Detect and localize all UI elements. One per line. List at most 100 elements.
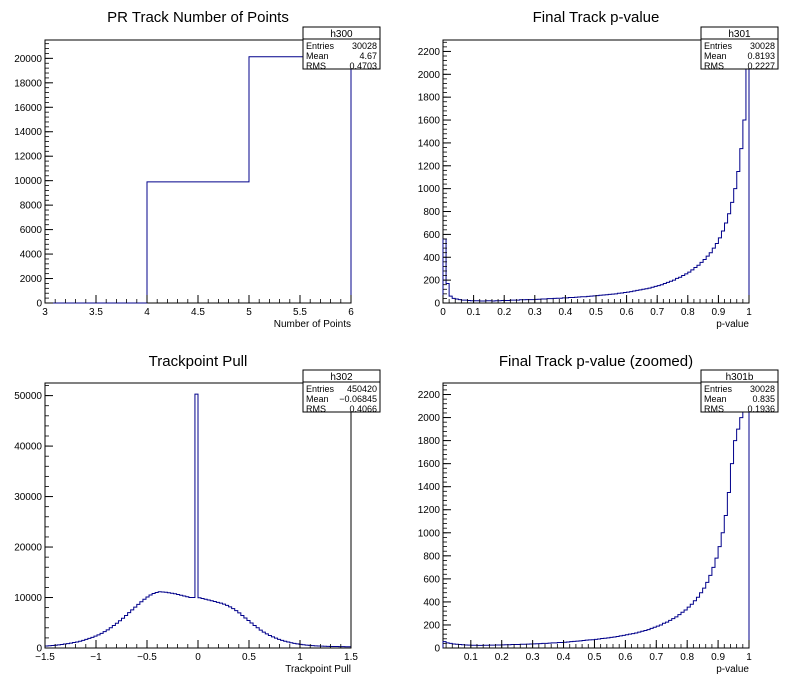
- y-tick-label: 14000: [14, 127, 42, 138]
- y-tick-label: 2200: [418, 47, 441, 58]
- y-tick-label: 0: [434, 644, 440, 655]
- y-tick-label: 400: [423, 253, 440, 264]
- x-tick-label: 0.4: [558, 307, 572, 318]
- stats-box-frame: [700, 369, 779, 413]
- y-tick-label: 12000: [14, 152, 42, 163]
- y-tick-label: 400: [423, 597, 440, 608]
- histogram-series-h301b: [442, 382, 750, 648]
- stats-rms-value: 0.4066: [349, 404, 377, 414]
- x-tick-label: 0.3: [526, 652, 540, 663]
- panel-h302: Trackpoint Pull −1.5 −1 −0.5 0 0.5 1 1.5 0 10000 2…: [14, 353, 381, 675]
- x-tick-label: 0.9: [711, 307, 725, 318]
- x-tick-label: 4: [144, 307, 150, 318]
- stats-mean-label: Mean: [704, 394, 727, 404]
- x-tick-label: 0.1: [467, 307, 481, 318]
- x-axis-label: Number of Points: [274, 319, 351, 330]
- stats-entries-value: 30028: [750, 41, 775, 51]
- y-tick-label: 1400: [418, 482, 441, 493]
- stats-mean-value: 0.8193: [747, 51, 775, 61]
- y-tick-label: 8000: [20, 201, 43, 212]
- y-tick-label: 0: [434, 299, 440, 310]
- y-tick-label: 2000: [20, 274, 43, 285]
- stats-box-name: h301: [728, 29, 751, 40]
- stats-box-frame: [302, 26, 381, 70]
- chart-title: Trackpoint Pull: [149, 353, 248, 370]
- stats-entries-label: Entries: [704, 384, 733, 394]
- y-tick-label: 30000: [14, 492, 42, 503]
- stats-entries-label: Entries: [306, 41, 335, 51]
- x-axis-label: p-value: [716, 664, 749, 675]
- stats-box-name: h300: [330, 29, 353, 40]
- stats-entries-value: 30028: [352, 41, 377, 51]
- x-tick-label: 0.7: [650, 307, 664, 318]
- x-tick-label: 0.8: [681, 307, 695, 318]
- stats-mean-label: Mean: [704, 51, 727, 61]
- stats-mean-label: Mean: [306, 51, 329, 61]
- x-tick-label: 0: [440, 307, 446, 318]
- x-axis-label: p-value: [716, 319, 749, 330]
- plot-frame: [44, 39, 352, 304]
- chart-title: PR Track Number of Points: [107, 9, 289, 26]
- y-tick-label: 40000: [14, 442, 42, 453]
- x-tick-label: 3: [42, 307, 48, 318]
- stats-rms-value: 0.4703: [349, 61, 377, 71]
- x-tick-label: 6: [348, 307, 354, 318]
- stats-box-name: h302: [330, 372, 353, 383]
- histogram-series-h302: [44, 393, 352, 648]
- stats-rms-value: 0.2227: [747, 61, 775, 71]
- x-tick-label: 0.6: [620, 307, 634, 318]
- stats-rms-label: RMS: [306, 404, 326, 414]
- y-tick-label: 0: [36, 299, 42, 310]
- y-tick-label: 10000: [14, 176, 42, 187]
- x-tick-label: 0.8: [680, 652, 694, 663]
- stats-entries-label: Entries: [704, 41, 733, 51]
- y-tick-label: 10000: [14, 593, 42, 604]
- panel-h300: PR Track Number of Points 3 3.5 4 4.5 5 5.5 6 0 2…: [14, 9, 381, 330]
- y-tick-label: 200: [423, 620, 440, 631]
- x-tick-label: 0.1: [464, 652, 478, 663]
- stats-entries-value: 450420: [347, 384, 377, 394]
- y-tick-label: 800: [423, 207, 440, 218]
- chart-title: Final Track p-value: [533, 9, 660, 26]
- stats-box-frame: [302, 369, 381, 413]
- y-tick-label: 20000: [14, 54, 42, 65]
- y-tick-label: 600: [423, 574, 440, 585]
- stats-box-frame: [700, 26, 779, 70]
- x-tick-label: −0.5: [137, 652, 157, 663]
- x-tick-label: 0.2: [495, 652, 509, 663]
- x-tick-label: 0: [195, 652, 201, 663]
- stats-rms-label: RMS: [704, 404, 724, 414]
- y-tick-label: 200: [423, 276, 440, 287]
- stats-rms-label: RMS: [704, 61, 724, 71]
- x-tick-label: 1: [746, 652, 752, 663]
- y-tick-label: 1800: [418, 93, 441, 104]
- x-tick-label: −1: [90, 652, 102, 663]
- y-tick-label: 20000: [14, 543, 42, 554]
- y-tick-label: 1200: [418, 161, 441, 172]
- y-tick-label: 50000: [14, 391, 42, 402]
- x-tick-label: 0.7: [649, 652, 663, 663]
- x-tick-label: 1.5: [344, 652, 358, 663]
- x-tick-label: 1: [746, 307, 752, 318]
- y-tick-label: 2200: [418, 390, 441, 401]
- x-tick-label: 0.5: [242, 652, 256, 663]
- x-tick-label: 1: [297, 652, 303, 663]
- y-tick-label: 1800: [418, 436, 441, 447]
- x-tick-label: 3.5: [89, 307, 103, 318]
- x-tick-label: −1.5: [35, 652, 55, 663]
- y-tick-label: 0: [36, 644, 42, 655]
- y-tick-label: 1400: [418, 138, 441, 149]
- x-tick-label: 0.5: [589, 307, 603, 318]
- stats-mean-value: −0.06845: [339, 394, 377, 404]
- stats-rms-label: RMS: [306, 61, 326, 71]
- x-tick-label: 5.5: [293, 307, 307, 318]
- stats-rms-value: 0.1936: [747, 404, 775, 414]
- y-tick-label: 1600: [418, 116, 441, 127]
- y-tick-label: 18000: [14, 78, 42, 89]
- histogram-series-h300: [45, 56, 352, 304]
